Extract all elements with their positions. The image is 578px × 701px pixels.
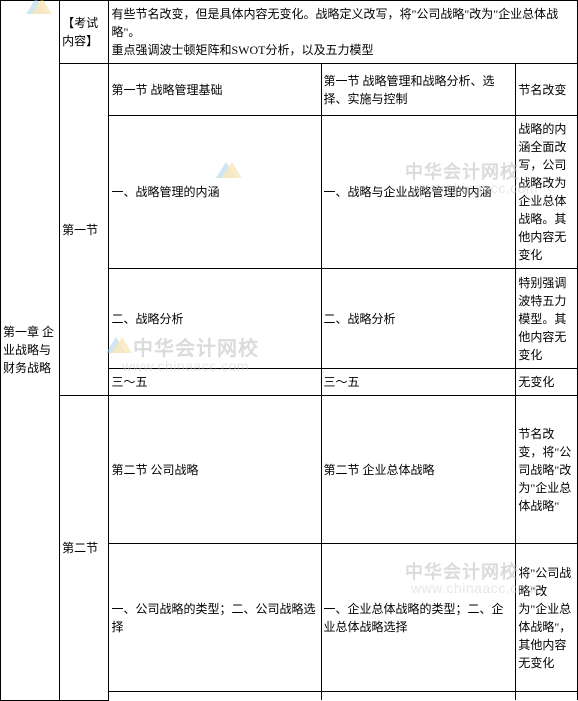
exam-text-1: 有些节名改变，但是具体内容无变化。战略定义改写，将"公司战略"改为"企业总体战略… [111, 5, 575, 41]
table-row: 第一章 企业战略与财务战略 【考试内容】 有些节名改变，但是具体内容无变化。战略… [1, 1, 578, 64]
table-row: 第一节 第一节 战略管理基础 第一节 战略管理和战略分析、选择、实施与控制 节名… [1, 64, 578, 116]
new-cell [321, 692, 516, 701]
note-cell: 节名改变，将"公司战略"改为"企业总体战略" [516, 396, 578, 544]
old-cell: 一、战略管理的内涵 [109, 116, 321, 269]
note-cell: 节名改变 [516, 64, 578, 116]
old-heading-cell: 第一节 战略管理基础 [109, 64, 321, 116]
old-cell: 三～五 [109, 369, 321, 396]
old-cell [109, 692, 321, 701]
new-cell: 一、战略与企业战略管理的内涵 [321, 116, 516, 269]
exam-text-2: 重点强调波士顿矩阵和SWOT分析，以及五力模型 [111, 41, 575, 59]
old-cell: 二、战略分析 [109, 269, 321, 369]
new-cell: 二、战略分析 [321, 269, 516, 369]
new-cell: 三～五 [321, 369, 516, 396]
chapter-cell: 第一章 企业战略与财务战略 [1, 1, 60, 701]
note-cell: 战略的内涵全面改写，公司战略改为企业总体战略。其他内容无变化 [516, 116, 578, 269]
note-cell: 特别强调波特五力模型。其他内容无变化 [516, 269, 578, 369]
note-cell [516, 692, 578, 701]
note-cell: 无变化 [516, 369, 578, 396]
section-label-cell: 第二节 [60, 396, 109, 701]
old-heading-cell: 第二节 公司战略 [109, 396, 321, 544]
new-cell: 一、企业总体战略的类型；二、企业总体战略选择 [321, 544, 516, 692]
exam-text-cell: 有些节名改变，但是具体内容无变化。战略定义改写，将"公司战略"改为"企业总体战略… [109, 1, 578, 64]
exam-label-cell: 【考试内容】 [60, 1, 109, 64]
new-heading-cell: 第一节 战略管理和战略分析、选择、实施与控制 [321, 64, 516, 116]
new-heading-cell: 第二节 企业总体战略 [321, 396, 516, 544]
note-cell: 将"公司战略"改为"企业总体战略"，其他内容无变化 [516, 544, 578, 692]
comparison-table: 第一章 企业战略与财务战略 【考试内容】 有些节名改变，但是具体内容无变化。战略… [0, 0, 578, 701]
table-row: 第二节 第二节 公司战略 第二节 企业总体战略 节名改变，将"公司战略"改为"企… [1, 396, 578, 544]
old-cell: 一、公司战略的类型；二、公司战略选择 [109, 544, 321, 692]
section-label-cell: 第一节 [60, 64, 109, 396]
